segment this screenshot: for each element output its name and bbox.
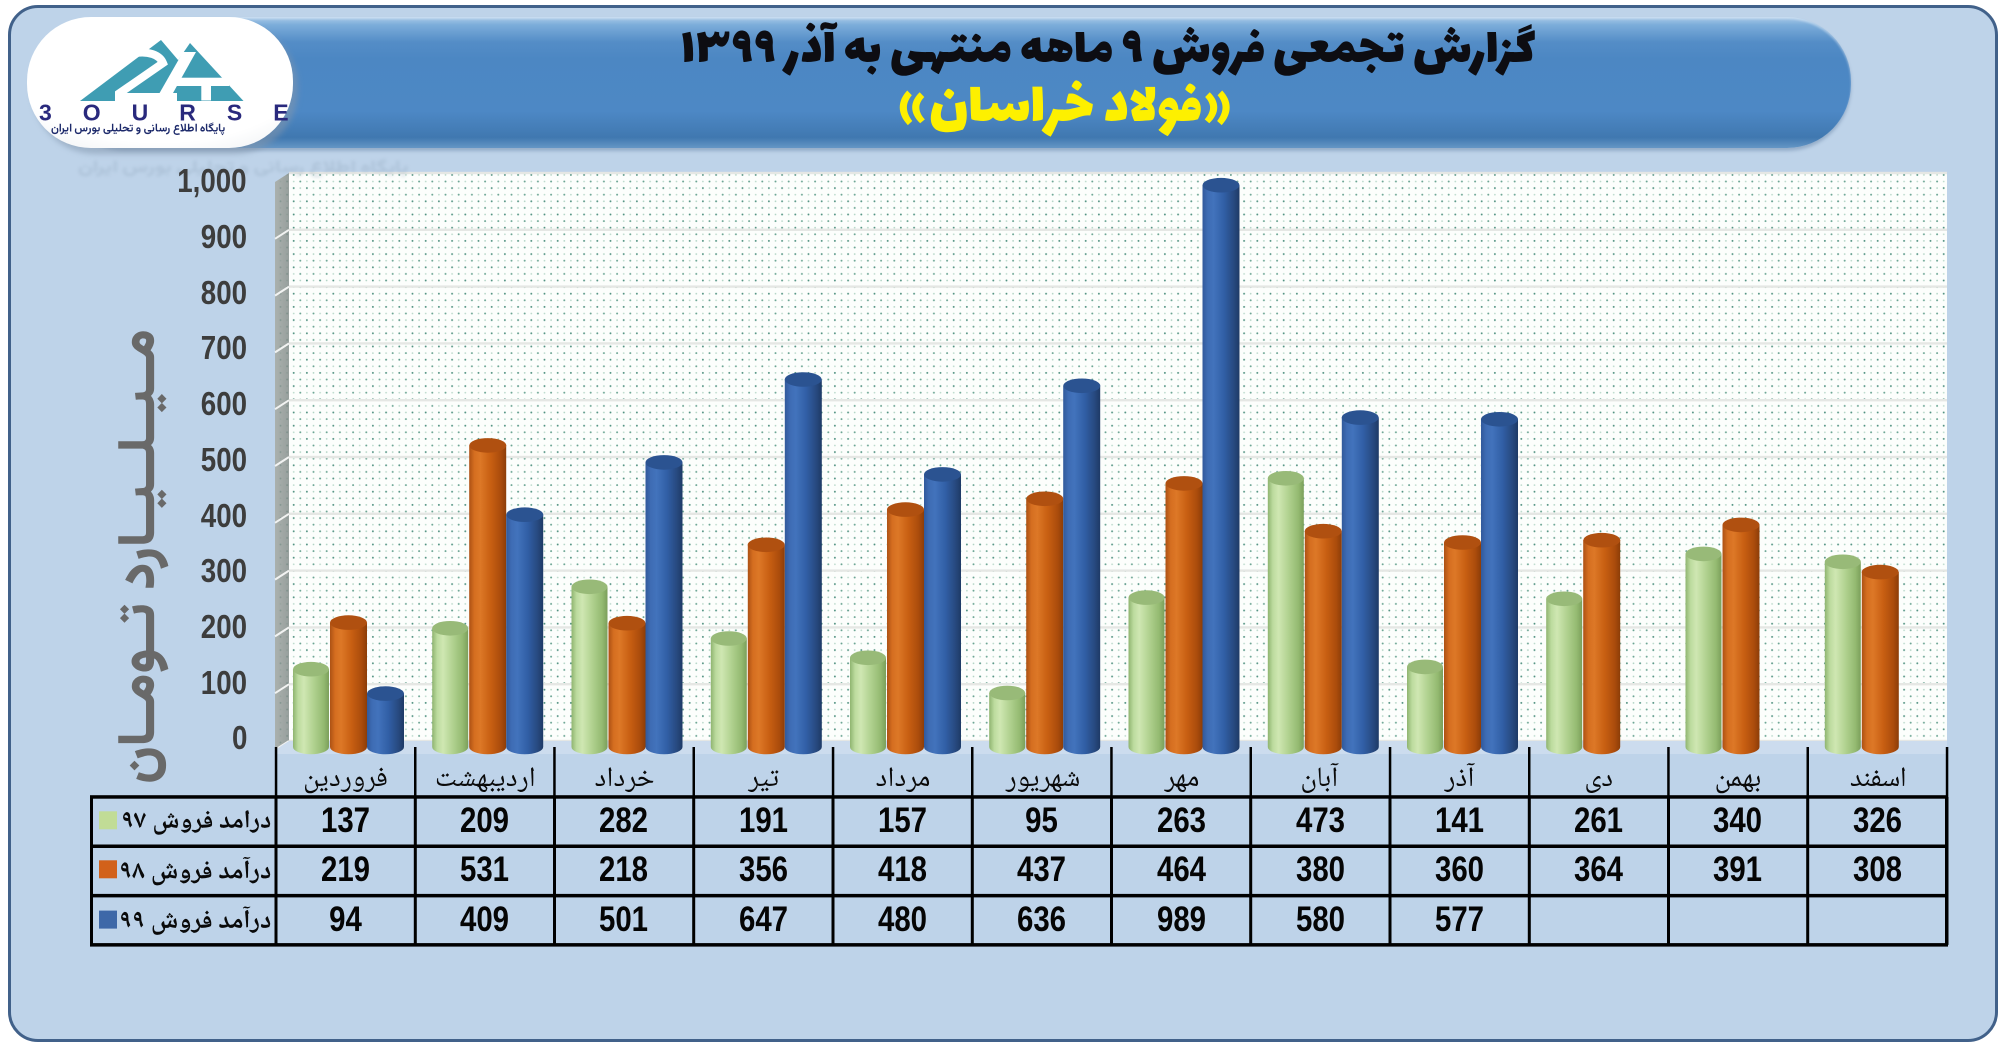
svg-text:3OURSE: 3OURSE (39, 100, 320, 126)
